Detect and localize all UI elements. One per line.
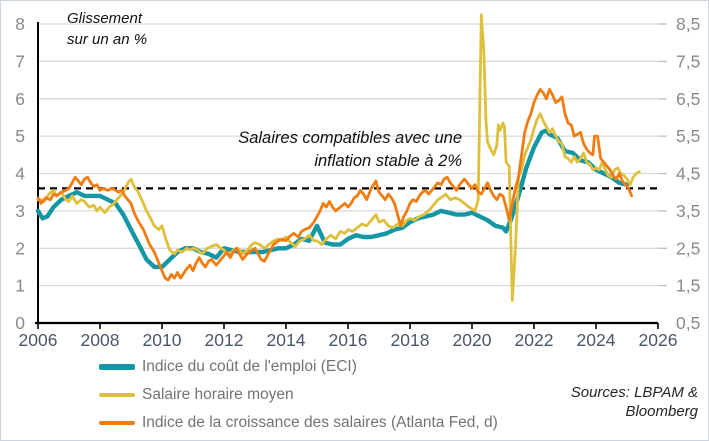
y-axis-left-label: 2 [15,238,25,258]
sources-line2: Bloomberg [625,403,698,420]
legend-item-eci: Indice du coût de l'emploi (ECI) [99,353,498,381]
y-axis-right-label: 0,5 [676,313,700,333]
inflation-annotation-line2: inflation stable à 2% [314,152,462,170]
legend-label-eci: Indice du coût de l'emploi (ECI) [142,358,357,375]
atlanta-fed-line [36,88,634,282]
y-axis-right-label: 4,5 [676,164,700,184]
legend-item-salaire-horaire: Salaire horaire moyen [99,381,498,409]
y-axis-left-label: 5 [15,126,25,146]
legend: Indice du coût de l'emploi (ECI) Salaire… [99,353,498,437]
y-axis-left-label: 1 [15,276,25,296]
sources-line1: Sources: LBPAM & [570,384,698,401]
y-axis-right-label: 5,5 [676,126,700,146]
y-axis-right-label: 2,5 [676,238,700,258]
x-axis-label: 2018 [391,330,430,350]
axis-unit-line2: sur un an % [67,31,148,48]
x-axis-label: 2024 [577,330,616,350]
x-axis-label: 2022 [515,330,554,350]
eci-line [35,128,630,270]
inflation-annotation-line1: Salaires compatibles avec une [238,129,462,147]
axis-unit-annotation: Glissement sur un an % [67,8,147,50]
x-axis-label: 2006 [19,330,58,350]
inflation-annotation: Salaires compatibles avec une inflation … [119,127,462,173]
y-axis-right-label: 8,5 [676,14,700,34]
x-axis-label: 2008 [81,330,120,350]
salaire-horaire-line-swatch [99,393,135,397]
y-axis-left-label: 6 [15,89,25,109]
y-axis-right-label: 7,5 [676,51,700,71]
salaire-horaire-line [36,13,641,302]
y-axis-left-label: 0 [15,313,25,333]
legend-label-salaire-horaire: Salaire horaire moyen [142,386,294,403]
y-axis-left-label: 7 [15,51,25,71]
x-axis-label: 2012 [205,330,244,350]
legend-item-atlanta-fed: Indice de la croissance des salaires (At… [99,409,498,437]
y-axis-right-label: 6,5 [676,89,700,109]
x-axis-label: 2020 [453,330,492,350]
y-axis-right-label: 1,5 [676,276,700,296]
x-axis-label: 2014 [267,330,306,350]
x-axis-label: 2026 [639,330,678,350]
legend-label-atlanta-fed: Indice de la croissance des salaires (At… [142,414,498,431]
atlanta-fed-line-swatch [99,421,135,425]
sources-note: Sources: LBPAM & Bloomberg [571,383,698,421]
y-axis-left-label: 4 [15,164,25,184]
x-axis-label: 2016 [329,330,368,350]
eci-line-swatch [99,364,135,370]
y-axis-left-label: 8 [15,14,25,34]
x-axis-label: 2010 [143,330,182,350]
y-axis-right-label: 3,5 [676,201,700,221]
y-axis-left-label: 3 [15,201,25,221]
axis-unit-line1: Glissement [67,10,143,27]
